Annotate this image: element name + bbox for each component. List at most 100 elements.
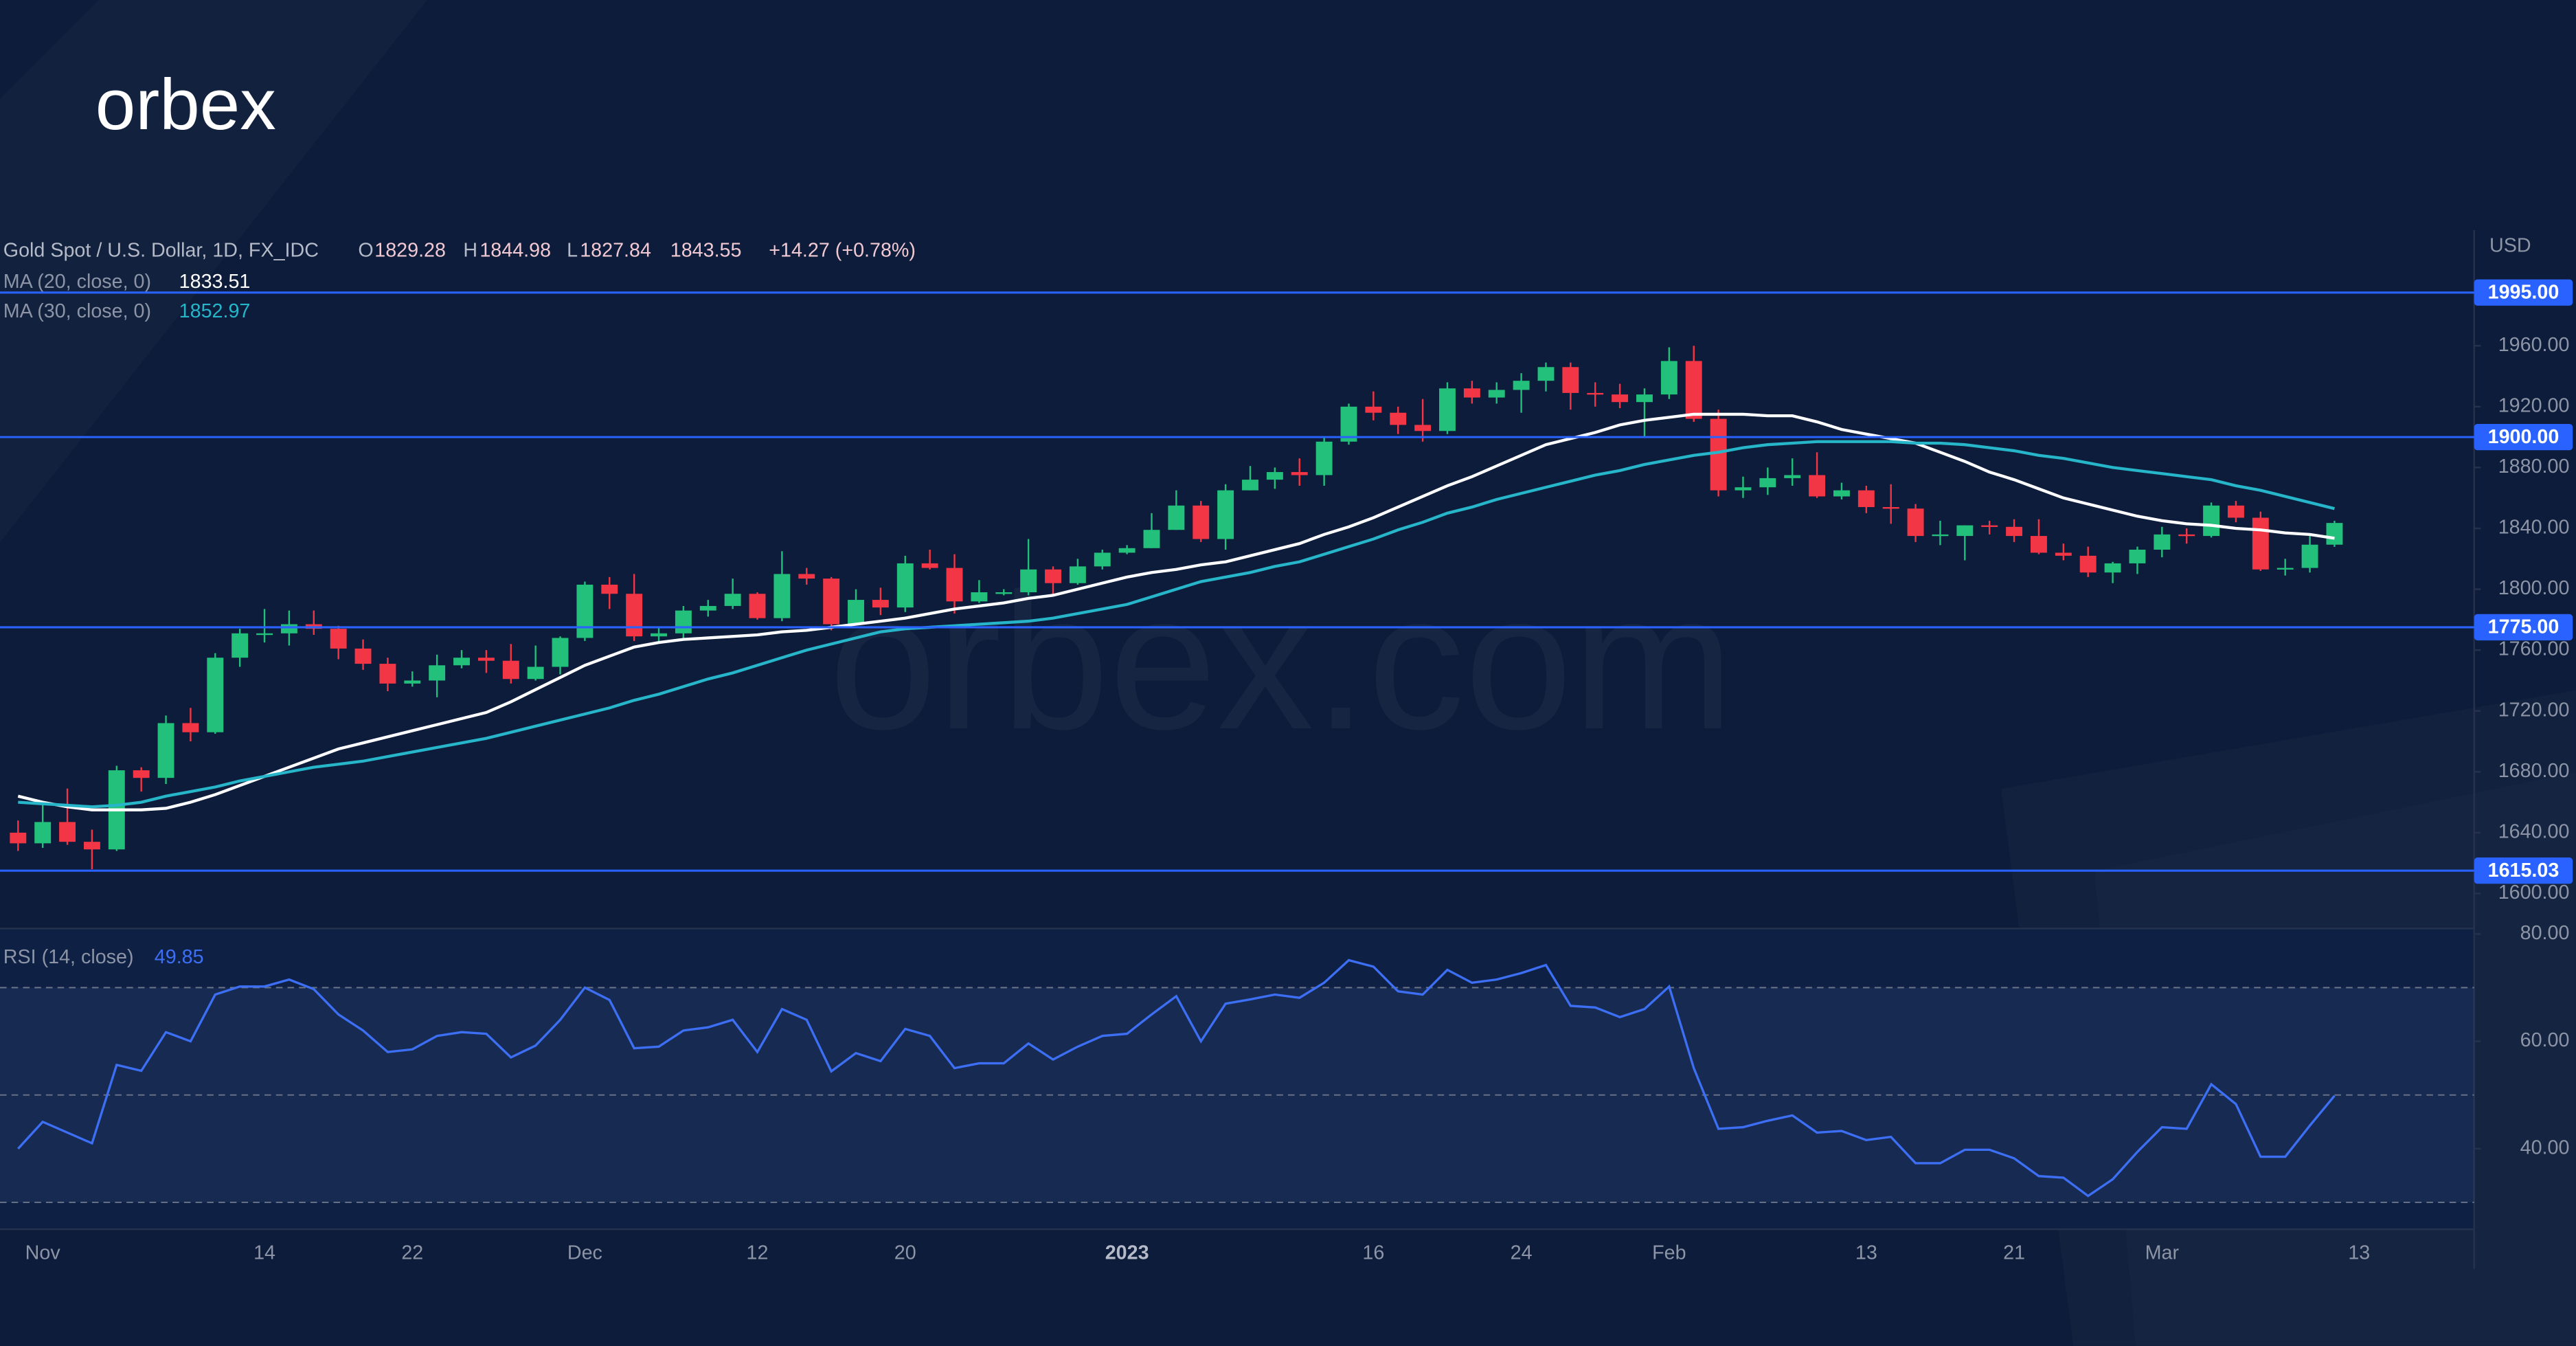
candle-body: [59, 822, 76, 842]
candle-body: [1710, 418, 1727, 491]
candle-body: [1242, 480, 1258, 491]
candle-body: [1636, 394, 1653, 403]
y-tick-label: 1920.00: [2498, 394, 2570, 416]
y-tick-label: 1800.00: [2498, 577, 2570, 599]
y-tick-label: 1880.00: [2498, 456, 2570, 478]
symbol-title: Gold Spot / U.S. Dollar, 1D, FX_IDC: [3, 240, 319, 262]
candle-body: [453, 658, 470, 666]
candle-body: [2129, 549, 2146, 563]
level-label: 1995.00: [2488, 282, 2560, 304]
x-tick-label: 2023: [1105, 1242, 1149, 1264]
y-tick-label: 80.00: [2520, 922, 2570, 944]
level-label: 1615.03: [2488, 860, 2560, 882]
candle-body: [1439, 388, 1456, 431]
x-tick-label: 22: [401, 1242, 423, 1264]
candle-body: [2154, 534, 2171, 550]
x-tick-label: 14: [253, 1242, 275, 1264]
candle-body: [2079, 555, 2097, 573]
candle-body: [2178, 534, 2195, 537]
y-tick-label: 1640.00: [2498, 820, 2570, 842]
ma-legend-value: 1852.97: [179, 300, 251, 322]
candle-body: [1217, 490, 1234, 539]
candle-body: [1266, 472, 1283, 480]
candle-body: [995, 592, 1013, 594]
y-tick-label: 60.00: [2520, 1029, 2570, 1051]
candle-body: [626, 594, 643, 637]
candle-body: [896, 563, 914, 608]
ohlc-label: L: [567, 240, 578, 262]
candle-body: [502, 660, 519, 680]
candle-body: [1882, 506, 1899, 509]
candle-body: [1513, 381, 1530, 390]
currency-label: USD: [2489, 234, 2531, 256]
ohlc-label: H: [463, 240, 477, 262]
candle-body: [1981, 525, 1998, 527]
level-label-box: [2474, 614, 2573, 641]
y-tick-label: 1600.00: [2498, 882, 2570, 904]
candle-body: [280, 624, 297, 633]
x-tick-label: 21: [2003, 1242, 2025, 1264]
candle-body: [1069, 566, 1086, 583]
y-tick-label: 40.00: [2520, 1136, 2570, 1158]
candle-body: [2301, 544, 2318, 568]
ma-legend-label: MA (30, close, 0): [3, 300, 151, 322]
candle-body: [1365, 406, 1382, 413]
candle-body: [872, 600, 889, 608]
candle-body: [946, 568, 963, 602]
candle-body: [1020, 569, 1037, 593]
candle-body: [477, 658, 495, 661]
brand-logo: orbex: [95, 65, 276, 145]
rsi-legend: RSI (14, close): [3, 946, 134, 968]
candle-body: [404, 680, 421, 684]
candle-body: [1315, 441, 1333, 475]
candle-body: [2276, 568, 2294, 570]
candle-body: [1735, 487, 1752, 491]
candle-body: [749, 594, 766, 618]
candle-body: [2252, 517, 2269, 570]
candle-body: [823, 579, 840, 625]
candle-body: [1759, 478, 1776, 488]
x-tick-label: Nov: [25, 1242, 61, 1264]
candle-body: [1291, 472, 1308, 475]
rsi-legend-value: 49.85: [155, 946, 204, 968]
candle-body: [798, 574, 815, 579]
level-label-box: [2474, 279, 2573, 306]
candle-body: [1932, 534, 1949, 537]
x-tick-label: 24: [1511, 1242, 1533, 1264]
candle-body: [2326, 523, 2343, 545]
rsi-line: [17, 958, 2336, 1198]
candle-body: [921, 563, 938, 568]
candle-body: [2055, 552, 2072, 556]
candle-body: [2227, 505, 2244, 518]
level-label-box: [2474, 423, 2573, 451]
candle-body: [2104, 563, 2121, 573]
candle-body: [1660, 361, 1677, 395]
x-tick-label: Feb: [1652, 1242, 1686, 1264]
candle-body: [1833, 490, 1850, 497]
rsi-pane: [0, 928, 2474, 1230]
x-tick-label: Mar: [2145, 1242, 2180, 1264]
ma-legend-label: MA (20, close, 0): [3, 271, 151, 293]
candle-body: [675, 610, 692, 633]
candle-body: [83, 842, 100, 850]
candle-body: [848, 600, 864, 625]
candle-body: [1956, 525, 1974, 537]
ohlc-value: 1844.98: [479, 240, 551, 262]
candle-body: [330, 629, 347, 649]
candle-body: [10, 832, 27, 844]
x-tick-label: 13: [1855, 1242, 1877, 1264]
candle-body: [1612, 394, 1629, 403]
candle-body: [429, 665, 446, 681]
candle-body: [601, 584, 618, 594]
candle-body: [1390, 412, 1407, 425]
candle-body: [1118, 548, 1136, 553]
moving-average-line: [18, 440, 2335, 809]
candle-body: [699, 605, 716, 611]
candle-body: [651, 633, 667, 637]
candle-body: [552, 638, 569, 667]
x-tick-label: 20: [894, 1242, 916, 1264]
candle-body: [1562, 367, 1579, 393]
y-tick-label: 1720.00: [2498, 699, 2570, 721]
y-tick-label: 1960.00: [2498, 334, 2570, 356]
